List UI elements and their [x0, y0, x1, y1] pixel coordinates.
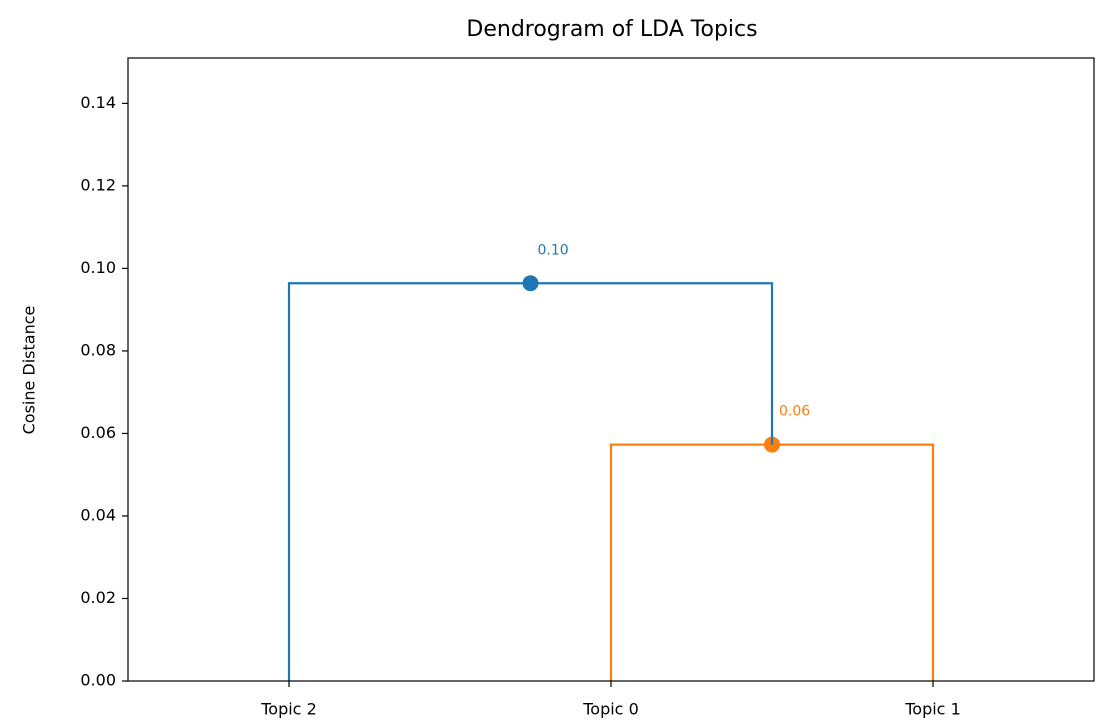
chart-title: Dendrogram of LDA Topics [466, 17, 757, 42]
y-tick-label: 0.02 [80, 588, 116, 607]
x-tick-label: Topic 0 [582, 700, 639, 719]
x-tick-label: Topic 2 [260, 700, 317, 719]
y-tick-label: 0.12 [80, 175, 116, 194]
link [609, 443, 935, 681]
plot-frame [127, 57, 1095, 682]
value-label: 0.10 [538, 242, 569, 258]
x-tick-label: Topic 1 [904, 700, 961, 719]
link [287, 282, 774, 681]
value-label: 0.06 [779, 404, 810, 420]
y-tick-label: 0.10 [80, 258, 116, 277]
y-tick-label: 0.00 [80, 671, 116, 690]
y-axis-label: Cosine Distance [20, 306, 39, 435]
y-tick-label: 0.06 [80, 423, 116, 442]
y-tick-label: 0.04 [80, 505, 116, 524]
y-tick-label: 0.08 [80, 340, 116, 359]
merge-point [522, 275, 539, 292]
y-tick-label: 0.14 [80, 93, 116, 112]
